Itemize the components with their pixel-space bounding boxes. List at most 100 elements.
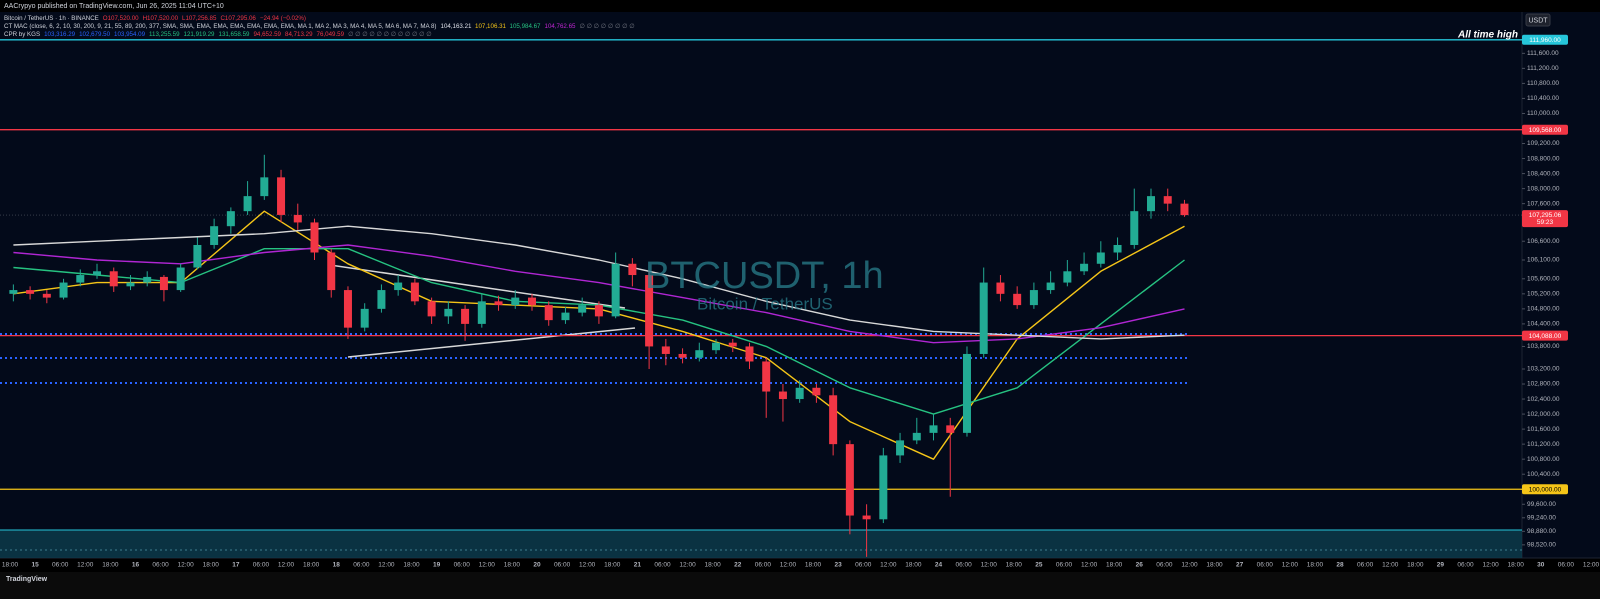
y-tick-label: 106,600.00 <box>1527 238 1560 245</box>
x-tick-label: 22 <box>734 562 742 569</box>
y-tick-label: 104,400.00 <box>1527 321 1560 328</box>
x-tick-label: 12:00 <box>1382 562 1399 569</box>
candle-body <box>1080 263 1089 272</box>
currency-label[interactable]: USDT <box>1528 17 1548 24</box>
x-tick-label: 30 <box>1537 562 1545 569</box>
candle-body <box>1029 290 1038 306</box>
x-tick-label: 12:00 <box>880 562 897 569</box>
y-tick-label: 98,520.00 <box>1527 542 1556 549</box>
candle-body <box>578 305 587 313</box>
candle-body <box>226 211 235 227</box>
candle-body <box>210 226 219 245</box>
x-tick-label: 18:00 <box>203 562 220 569</box>
x-tick-label: 12:00 <box>1282 562 1299 569</box>
footer-bar <box>0 572 1600 599</box>
y-tick-label: 106,100.00 <box>1527 257 1560 264</box>
legend-item: ∅ ∅ ∅ ∅ ∅ ∅ ∅ ∅ ∅ ∅ ∅ ∅ <box>348 31 432 38</box>
candle-body <box>494 301 503 306</box>
legend-item: 103,316.29 <box>44 31 76 38</box>
x-tick-label: 06:00 <box>1056 562 1073 569</box>
legend-line: CT MAC (close, 6, 2, 10, 30, 200, 9, 21,… <box>4 23 635 30</box>
legend-item: O107,520.00 <box>103 15 139 22</box>
candle-body <box>929 425 938 433</box>
x-tick-label: 12:00 <box>77 562 94 569</box>
candle-body <box>26 290 35 294</box>
legend-item: CPR by KGS <box>4 31 40 38</box>
level-label-bg <box>1522 34 1568 45</box>
x-tick-label: 06:00 <box>755 562 772 569</box>
legend-item: Bitcoin / TetherUS · 1h · BINANCE <box>4 15 99 22</box>
last-price-bg <box>1522 210 1568 228</box>
legend-line: Bitcoin / TetherUS · 1h · BINANCE O107,52… <box>4 15 306 22</box>
candle-body <box>42 293 51 298</box>
y-tick-label: 100,800.00 <box>1527 456 1560 463</box>
footer-brand: TradingView <box>6 576 48 583</box>
candle-body <box>745 346 754 362</box>
moving-average <box>13 244 1185 344</box>
x-tick-label: 12:00 <box>780 562 797 569</box>
candle-body <box>879 455 888 520</box>
price-axis <box>1522 12 1600 558</box>
legend-item: L107,256.85 <box>182 15 217 22</box>
x-tick-label: 06:00 <box>52 562 69 569</box>
x-tick-label: 28 <box>1336 562 1344 569</box>
candle-body <box>461 308 470 324</box>
x-tick-label: 18:00 <box>705 562 722 569</box>
candle-body <box>126 282 135 287</box>
x-tick-label: 12:00 <box>378 562 395 569</box>
x-tick-label: 06:00 <box>955 562 972 569</box>
y-tick-label: 108,800.00 <box>1527 155 1560 162</box>
x-tick-label: 18:00 <box>604 562 621 569</box>
x-tick-label: 16 <box>132 562 140 569</box>
x-tick-label: 18:00 <box>102 562 119 569</box>
x-tick-label: 12:00 <box>1081 562 1098 569</box>
y-tick-label: 108,400.00 <box>1527 170 1560 177</box>
x-tick-label: 06:00 <box>554 562 571 569</box>
legend-item: 107,106.31 <box>475 23 507 30</box>
candle-body <box>360 308 369 328</box>
candle-body <box>695 350 704 358</box>
candle-body <box>1147 196 1156 212</box>
candle-body <box>862 515 871 520</box>
y-tick-label: 111,200.00 <box>1527 65 1559 72</box>
y-tick-label: 110,800.00 <box>1527 80 1559 87</box>
x-tick-label: 18:00 <box>504 562 521 569</box>
y-tick-label: 102,800.00 <box>1527 381 1560 388</box>
legend-item: 104,762.65 <box>545 23 577 30</box>
candle-body <box>1180 203 1189 216</box>
plot-area <box>0 12 1522 558</box>
candle-body <box>912 432 921 441</box>
x-tick-label: 12:00 <box>278 562 295 569</box>
candle-body <box>444 308 453 317</box>
x-tick-label: 18:00 <box>403 562 420 569</box>
x-tick-label: 18 <box>333 562 341 569</box>
x-tick-label: 21 <box>634 562 642 569</box>
candle-body <box>845 444 854 516</box>
countdown: 59:23 <box>1537 219 1554 226</box>
x-tick-label: 06:00 <box>152 562 169 569</box>
y-tick-label: 99,600.00 <box>1527 501 1556 508</box>
candle-body <box>394 282 403 291</box>
candle-body <box>159 276 168 291</box>
x-tick-label: 18:00 <box>805 562 822 569</box>
x-tick-label: 18:00 <box>303 562 320 569</box>
currency-button[interactable] <box>1525 13 1551 27</box>
candle-body <box>293 214 302 223</box>
x-tick-label: 20 <box>533 562 541 569</box>
legend-item: 113,255.59 <box>149 31 180 38</box>
level-label: 111,960.00 <box>1529 37 1561 44</box>
candle-body <box>812 387 821 396</box>
candle-body <box>410 282 419 302</box>
publisher: AACrypyo published on TradingView.com, J… <box>4 3 224 10</box>
y-tick-label: 102,000.00 <box>1527 411 1560 418</box>
candle-body <box>594 305 603 317</box>
trendline <box>329 264 626 309</box>
candle-body <box>1096 252 1105 264</box>
level-label-bg <box>1522 330 1568 341</box>
x-tick-label: 29 <box>1437 562 1445 569</box>
annotation: All time high <box>1457 30 1518 41</box>
candle-body <box>377 290 386 309</box>
support-zone <box>0 530 1522 558</box>
candle-body <box>310 222 319 253</box>
